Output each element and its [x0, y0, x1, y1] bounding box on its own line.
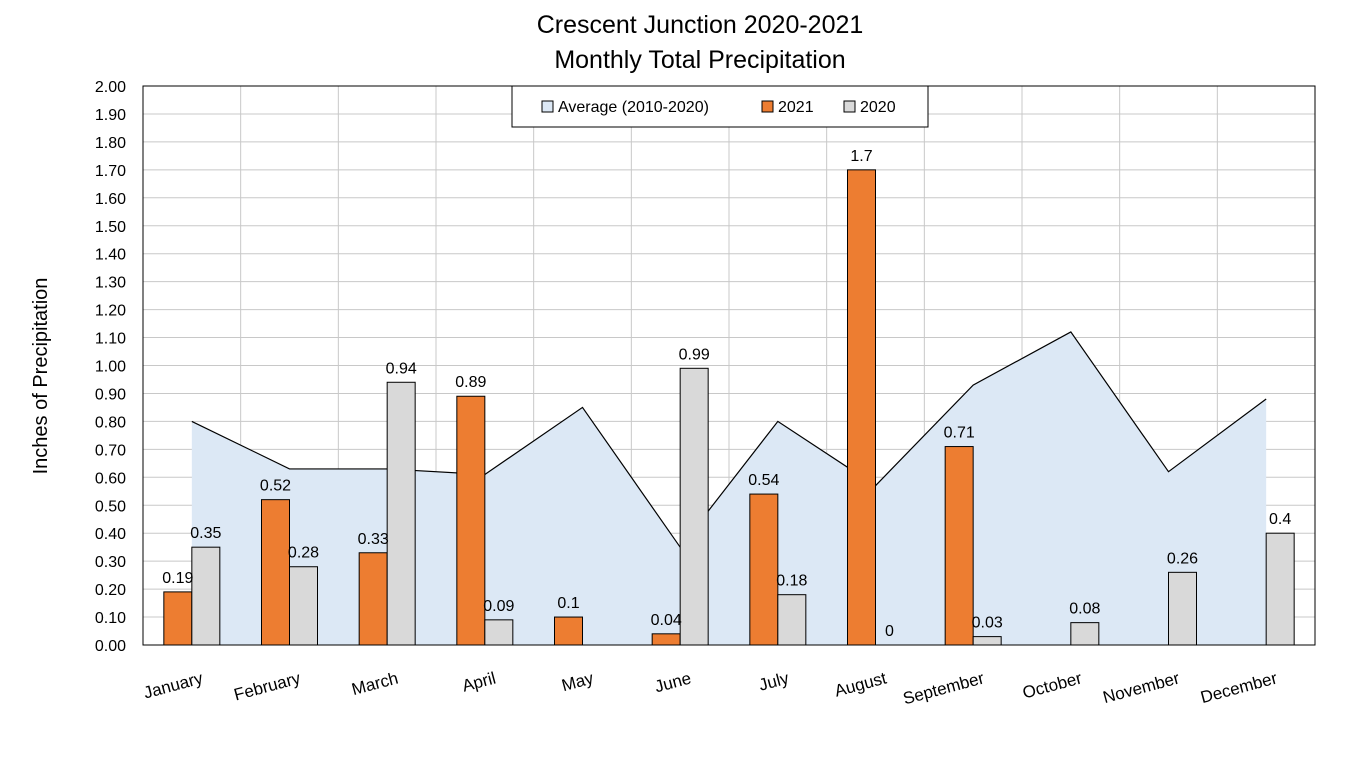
data-label-2020-january: 0.35: [190, 525, 221, 542]
y-tick-label: 0.50: [95, 498, 126, 515]
x-tick-label-august: August: [832, 668, 888, 700]
data-label-2021-may: 0.1: [557, 595, 579, 612]
legend-swatch-average-2010-2020-: [542, 101, 553, 112]
data-label-2020-december: 0.4: [1269, 511, 1291, 528]
y-tick-label: 0.20: [95, 582, 126, 599]
bar-2020-december: [1266, 533, 1294, 645]
bar-2021-september: [945, 447, 973, 645]
y-tick-label: 0.80: [95, 414, 126, 431]
y-tick-label: 1.60: [95, 191, 126, 208]
bar-2021-july: [750, 494, 778, 645]
data-label-2021-february: 0.52: [260, 478, 291, 495]
x-tick-label-june: June: [653, 669, 694, 697]
x-tick-label-february: February: [232, 668, 303, 704]
legend-swatch-2020: [844, 101, 855, 112]
x-tick-label-april: April: [460, 669, 498, 696]
x-tick-label-january: January: [142, 668, 206, 702]
y-tick-label: 1.50: [95, 219, 126, 236]
y-tick-label: 0.30: [95, 554, 126, 571]
data-label-2021-january: 0.19: [162, 570, 193, 587]
data-label-2020-june: 0.99: [679, 346, 710, 363]
bar-2021-april: [457, 396, 485, 645]
bar-2021-may: [555, 617, 583, 645]
y-tick-label: 1.20: [95, 303, 126, 320]
bar-2020-july: [778, 595, 806, 645]
data-label-2020-august: 0: [885, 623, 894, 640]
bar-2021-june: [652, 634, 680, 645]
y-tick-label: 0.00: [95, 638, 126, 655]
y-tick-label: 1.00: [95, 359, 126, 376]
x-tick-label-july: July: [757, 668, 792, 694]
bar-2020-november: [1169, 572, 1197, 645]
y-tick-label: 0.40: [95, 526, 126, 543]
bar-2021-january: [164, 592, 192, 645]
data-label-2021-september: 0.71: [944, 425, 975, 442]
bar-2020-january: [192, 547, 220, 645]
y-tick-label: 1.90: [95, 107, 126, 124]
bar-2020-february: [290, 567, 318, 645]
data-label-2021-march: 0.33: [358, 531, 389, 548]
y-axis-label: Inches of Precipitation: [30, 278, 52, 475]
y-tick-label: 0.10: [95, 610, 126, 627]
data-label-2021-june: 0.04: [651, 612, 682, 629]
chart-title-line1: Crescent Junction 2020-2021: [537, 11, 864, 39]
y-tick-label: 2.00: [95, 79, 126, 96]
legend-swatch-2021: [762, 101, 773, 112]
y-tick-label: 0.90: [95, 386, 126, 403]
y-tick-label: 0.70: [95, 442, 126, 459]
data-label-2020-march: 0.94: [386, 360, 417, 377]
x-tick-label-november: November: [1101, 668, 1182, 707]
y-tick-label: 1.40: [95, 247, 126, 264]
bar-2020-october: [1071, 623, 1099, 645]
y-tick-label: 1.10: [95, 331, 126, 348]
y-tick-label: 1.70: [95, 163, 126, 180]
data-label-2020-november: 0.26: [1167, 550, 1198, 567]
x-tick-label-october: October: [1021, 668, 1085, 702]
legend-label-average-2010-2020-: Average (2010-2020): [558, 99, 709, 116]
x-tick-label-march: March: [350, 669, 401, 700]
bar-2020-march: [387, 382, 415, 645]
x-tick-label-december: December: [1199, 668, 1280, 707]
x-tick-label-may: May: [560, 668, 596, 695]
bar-2021-august: [848, 170, 876, 645]
chart-title-line2: Monthly Total Precipitation: [554, 46, 845, 74]
legend-label-2020: 2020: [860, 99, 896, 116]
data-label-2020-february: 0.28: [288, 545, 319, 562]
data-label-2020-october: 0.08: [1069, 601, 1100, 618]
data-label-2021-july: 0.54: [748, 472, 779, 489]
bar-2021-march: [359, 553, 387, 645]
data-label-2021-august: 1.7: [850, 148, 872, 165]
data-label-2021-april: 0.89: [455, 374, 486, 391]
legend: Average (2010-2020) 2021 2020: [512, 86, 928, 127]
bar-2020-september: [973, 637, 1001, 645]
data-label-2020-april: 0.09: [483, 598, 514, 615]
bar-2021-february: [262, 500, 290, 645]
legend-label-2021: 2021: [778, 99, 814, 116]
y-tick-label: 0.60: [95, 470, 126, 487]
y-tick-label: 1.80: [95, 135, 126, 152]
data-label-2020-july: 0.18: [776, 573, 807, 590]
bar-2020-april: [485, 620, 513, 645]
x-tick-label-september: September: [901, 668, 987, 708]
bar-2020-june: [680, 368, 708, 645]
data-label-2020-september: 0.03: [972, 615, 1003, 632]
y-tick-label: 1.30: [95, 275, 126, 292]
